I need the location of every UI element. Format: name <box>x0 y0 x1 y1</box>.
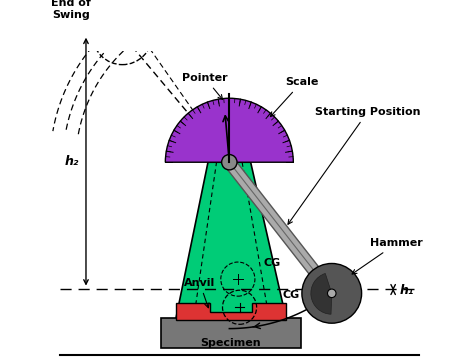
Text: Pointer: Pointer <box>182 73 228 99</box>
Text: Anvil: Anvil <box>184 278 215 308</box>
Text: CG: CG <box>264 258 281 268</box>
Wedge shape <box>311 274 332 314</box>
Text: Scale: Scale <box>271 78 318 117</box>
Polygon shape <box>175 162 286 320</box>
Text: CG: CG <box>282 290 300 300</box>
FancyBboxPatch shape <box>161 318 301 348</box>
Text: h₁: h₁ <box>400 284 414 297</box>
Wedge shape <box>165 98 293 162</box>
Text: Starting Position: Starting Position <box>288 107 420 224</box>
Text: Specimen: Specimen <box>201 338 261 348</box>
Polygon shape <box>225 159 337 297</box>
Text: End of
Swing: End of Swing <box>51 0 91 20</box>
Text: h₂: h₂ <box>65 155 79 168</box>
Text: Hammer: Hammer <box>352 238 423 274</box>
Circle shape <box>222 154 237 170</box>
Circle shape <box>302 264 362 323</box>
Circle shape <box>328 289 336 298</box>
Polygon shape <box>175 303 286 320</box>
